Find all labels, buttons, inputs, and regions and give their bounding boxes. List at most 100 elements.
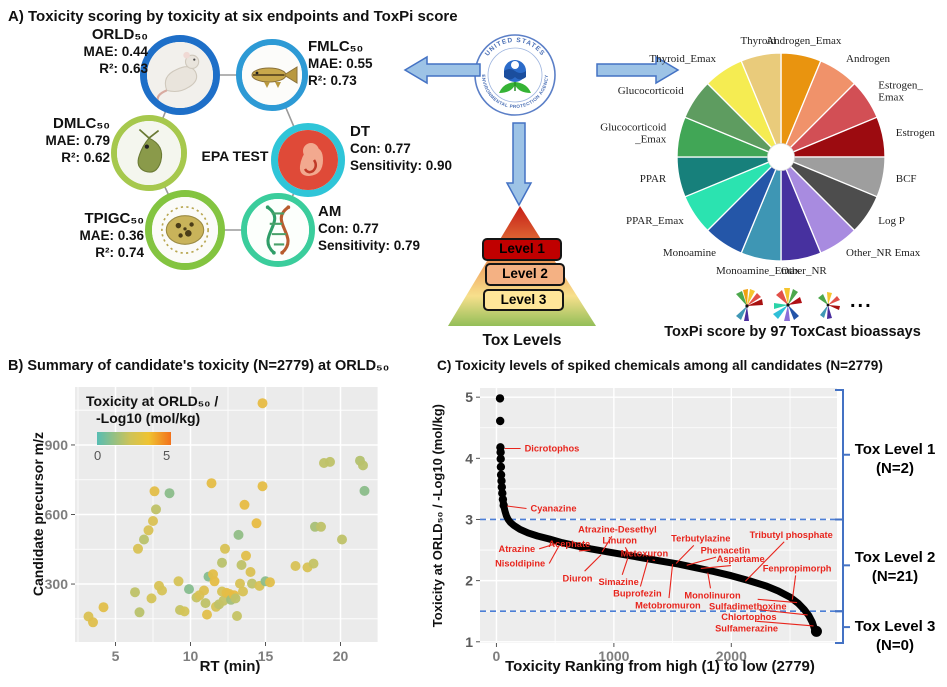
scatter-point — [247, 578, 257, 589]
curve-dot — [498, 489, 507, 498]
annotation-leader-line — [745, 541, 785, 582]
chemical-annotation: Nisoldipine — [495, 559, 545, 569]
pie-slice-label: Androgen_Emax — [766, 35, 842, 48]
curve-dot — [496, 462, 506, 472]
fmlc50-ring — [236, 39, 308, 111]
panel-b-scatter-plot: 5 10 15 20 300 600 900 — [45, 387, 379, 664]
annotation-leader-line — [686, 556, 717, 566]
endpoint-r2: R²: 0.63 — [99, 60, 148, 76]
tox-level-1-annotation: Tox Level 1 (N=2) — [854, 441, 936, 477]
tox-level-2-annotation: Tox Level 2 (N=21) — [854, 549, 936, 585]
toxpi-pie-chart — [676, 52, 886, 262]
scatter-point — [325, 456, 335, 467]
endpoint-name: DT — [350, 123, 370, 140]
scatter-point — [143, 525, 154, 536]
panel-b-legend-title-line1: Toxicity at ORLD₅₀ / — [86, 393, 219, 409]
pie-slice-label: Other_NR — [780, 264, 827, 277]
svg-text:4: 4 — [465, 450, 473, 466]
svg-text:900: 900 — [45, 437, 69, 453]
pie-slice-label: Estrogen — [895, 127, 935, 140]
annotation-leader-line — [668, 564, 674, 599]
orld50-stats: ORLD₅₀ MAE: 0.44 R²: 0.63 — [18, 26, 148, 77]
endpoint-mae: MAE: 0.55 — [308, 56, 373, 72]
chemical-annotation: Metobromuron — [635, 600, 701, 610]
scatter-point — [359, 485, 370, 496]
dmlc50-ring — [111, 115, 187, 191]
scatter-point — [157, 585, 167, 596]
svg-text:5: 5 — [112, 648, 120, 664]
endpoint-name: FMLC₅₀ — [308, 38, 364, 55]
orld50-ring — [140, 35, 220, 115]
svg-text:10: 10 — [183, 648, 199, 664]
scatter-point — [200, 598, 211, 609]
annotation-leader-line — [791, 575, 797, 600]
arrow-down-icon — [505, 122, 533, 207]
annotation-leader-line — [584, 554, 602, 572]
tpigc50-ring — [145, 190, 225, 270]
chemical-annotation: Buprofezin — [613, 589, 662, 599]
arrow-right-icon — [596, 55, 680, 85]
scatter-point — [179, 606, 190, 617]
chemical-annotation: Metoxuron — [621, 548, 669, 558]
annotation-leader-line — [758, 609, 808, 616]
scatter-point — [236, 560, 247, 570]
colorbar-max-tick: 5 — [163, 448, 171, 463]
scatter-point — [130, 587, 140, 598]
chemical-annotation: Tributyl phosphate — [750, 530, 833, 540]
flow-arrows — [403, 55, 680, 207]
endpoint-sensitivity: Sensitivity: 0.90 — [350, 157, 453, 173]
epa-flower-icon — [499, 60, 531, 93]
curve-dot — [496, 416, 505, 426]
chemical-annotation: Fenpropimorph — [763, 564, 832, 574]
scatter-point — [184, 584, 194, 595]
am-stats: AM Con: 0.77 Sensitivity: 0.79 — [318, 203, 463, 254]
tox-level-2-box: Level 2 — [485, 263, 565, 286]
panel-c-ranking-plot: Dicrotophos Cyanazine Atrazine-Desethyl Ace… — [465, 388, 850, 664]
panel-b-colorbar — [97, 432, 171, 445]
annotation-leader-line — [601, 536, 613, 553]
scatter-point — [217, 557, 227, 568]
ellipsis-label: ... — [850, 290, 873, 312]
mouse-icon — [147, 42, 213, 108]
panel-c-y-axis-label: Toxicity at ORLD₅₀ / -Log10 (mol/kg) — [429, 403, 445, 628]
scatter-point — [232, 611, 242, 621]
chemical-annotation: Linuron — [602, 536, 637, 546]
fmlc50-stats: FMLC₅₀ MAE: 0.55 R²: 0.73 — [308, 38, 428, 89]
scatter-point — [133, 543, 143, 554]
annotation-leader-line — [639, 559, 649, 587]
scatter-point — [233, 529, 244, 540]
endpoint-mae: MAE: 0.36 — [79, 228, 144, 244]
svg-text:600: 600 — [45, 507, 69, 523]
scatter-point — [218, 595, 229, 606]
endpoint-name: AM — [318, 203, 342, 220]
chemical-annotation: Phenacetin — [701, 545, 751, 555]
dt-ring — [271, 123, 345, 197]
annotation-leader-line — [707, 572, 712, 589]
scatter-point — [202, 609, 212, 620]
annotation-leader-line — [757, 598, 798, 604]
endpoint-name: TPIGC₅₀ — [84, 210, 144, 227]
tox-levels-caption: Tox Levels — [482, 332, 562, 349]
am-ring — [241, 193, 315, 267]
arrow-left-icon — [403, 55, 481, 85]
chemical-annotation: Atrazine — [499, 544, 536, 554]
curve-dot — [496, 470, 506, 479]
tox-level-1-box: Level 1 — [482, 238, 562, 261]
svg-text:5: 5 — [465, 389, 473, 405]
toxpi-caption: ToxPi score by 97 ToxCast bioassays — [664, 324, 921, 340]
embryo-icon — [278, 130, 338, 190]
scatter-point — [239, 499, 250, 510]
svg-text:15: 15 — [258, 648, 274, 664]
endpoint-r2: R²: 0.74 — [95, 244, 144, 260]
curve-dot — [497, 482, 506, 492]
panel-b-title: B) Summary of candidate's toxicity (N=27… — [8, 358, 390, 374]
scatter-point — [241, 550, 251, 561]
chemical-annotation: Atrazine-Desethyl — [578, 525, 657, 535]
protozoa-icon — [152, 197, 218, 263]
annotation-leader-line — [756, 620, 814, 627]
chemical-annotation: Aspartame — [717, 554, 765, 564]
svg-text:1000: 1000 — [598, 648, 629, 664]
annotation-leader-line — [675, 545, 695, 564]
panel-b-legend-title-line2: -Log10 (mol/kg) — [96, 410, 201, 426]
svg-text:0: 0 — [493, 648, 501, 664]
